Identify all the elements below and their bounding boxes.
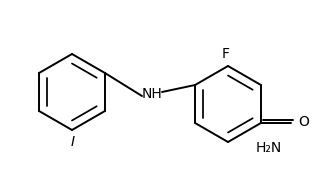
Text: O: O xyxy=(298,115,309,129)
Text: H₂N: H₂N xyxy=(256,141,282,155)
Text: I: I xyxy=(71,135,75,149)
Text: NH: NH xyxy=(142,87,162,101)
Text: F: F xyxy=(222,47,230,61)
